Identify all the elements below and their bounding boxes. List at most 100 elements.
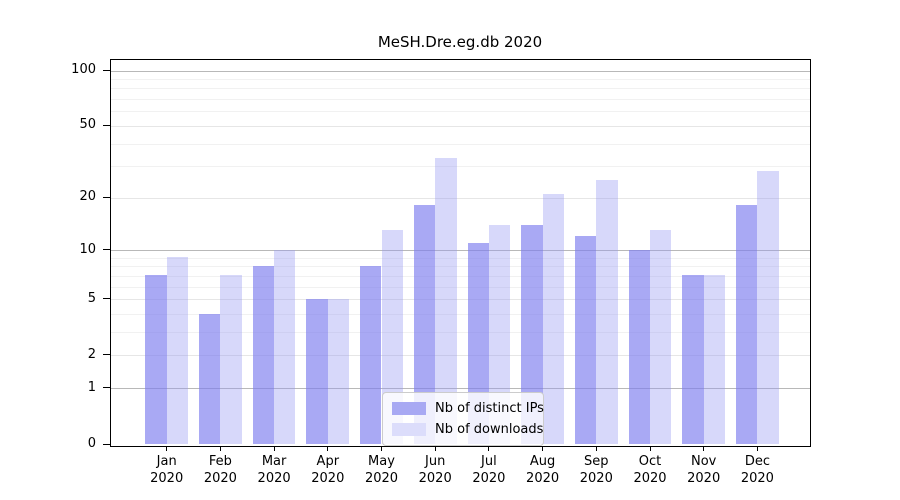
minor-gridline <box>111 275 810 277</box>
x-tick-label: Sep 2020 <box>556 453 636 487</box>
minor-gridline <box>111 266 810 268</box>
bar-downloads-dec <box>757 171 779 445</box>
x-tick-mark <box>273 446 275 451</box>
y-tick-label: 2 <box>87 346 96 362</box>
minor-gridline <box>111 143 810 145</box>
y-tick-label: 100 <box>71 62 96 77</box>
legend-label-distinct-ips: Nb of distinct IPs <box>435 401 544 416</box>
x-tick-mark <box>756 446 758 451</box>
legend-swatch-downloads <box>392 423 426 436</box>
major-gridline <box>111 70 810 72</box>
x-tick-mark <box>327 446 329 451</box>
bar-downloads-jun <box>435 158 457 445</box>
bar-downloads-feb <box>220 275 242 445</box>
x-label-month: Dec <box>744 454 770 469</box>
bar-distinct-ips-aug <box>521 224 543 445</box>
major-gridline <box>111 197 810 199</box>
x-tick-mark <box>542 446 544 451</box>
major-gridline <box>111 299 810 301</box>
x-label-month: Mar <box>261 454 287 469</box>
minor-gridline <box>111 78 810 80</box>
bar-downloads-aug <box>542 193 564 445</box>
minor-gridline <box>111 332 810 334</box>
bar-distinct-ips-dec <box>736 205 758 445</box>
bar-distinct-ips-nov <box>682 275 704 445</box>
minor-gridline <box>111 99 810 101</box>
bar-downloads-apr <box>327 298 350 445</box>
x-tick-label: Dec 2020 <box>717 453 797 487</box>
bar-downloads-may <box>381 230 403 445</box>
minor-gridline <box>111 111 810 113</box>
x-tick-label: Jun 2020 <box>395 453 475 487</box>
y-tick-mark <box>103 124 110 126</box>
x-label-year: 2020 <box>203 471 237 486</box>
x-label-year: 2020 <box>579 471 613 486</box>
x-tick-mark <box>166 446 168 451</box>
y-tick-label: 20 <box>79 189 96 205</box>
bar-downloads-jul <box>488 224 511 445</box>
x-tick-mark <box>488 446 490 451</box>
x-label-month: Jan <box>156 454 177 469</box>
minor-gridline <box>111 257 810 259</box>
x-tick-mark <box>595 446 597 451</box>
x-tick-label: Feb 2020 <box>180 453 260 487</box>
x-tick-label: Mar 2020 <box>234 453 314 487</box>
minor-gridline <box>111 314 810 316</box>
bar-distinct-ips-sep <box>574 236 597 445</box>
x-label-month: Aug <box>529 454 556 469</box>
legend-swatch-distinct-ips <box>392 402 426 415</box>
x-tick-label: Jul 2020 <box>449 453 529 487</box>
y-tick-mark <box>103 196 110 198</box>
y-tick-label: 1 <box>87 379 96 395</box>
y-tick-label: 0 <box>87 436 96 451</box>
x-label-month: Feb <box>208 454 232 469</box>
y-tick-label: 5 <box>87 290 96 306</box>
x-label-year: 2020 <box>311 471 345 486</box>
x-label-year: 2020 <box>418 471 452 486</box>
minor-gridline <box>111 166 810 168</box>
bar-distinct-ips-apr <box>306 298 328 445</box>
y-tick-mark <box>103 443 110 445</box>
y-tick-mark <box>103 249 110 251</box>
y-tick-label: 50 <box>79 117 96 133</box>
bar-downloads-oct <box>650 230 672 445</box>
bar-downloads-mar <box>274 249 296 445</box>
bar-distinct-ips-feb <box>199 313 221 445</box>
x-tick-mark <box>703 446 705 451</box>
major-gridline <box>111 125 810 127</box>
bar-distinct-ips-may <box>360 265 382 445</box>
x-tick-mark <box>434 446 436 451</box>
x-label-month: Jul <box>481 454 497 469</box>
x-tick-mark <box>381 446 382 451</box>
minor-gridline <box>111 286 810 288</box>
y-tick-mark <box>103 69 110 71</box>
x-label-month: Sep <box>584 454 609 469</box>
legend-label-downloads: Nb of downloads <box>435 422 544 437</box>
x-label-year: 2020 <box>633 471 667 486</box>
plot-area <box>110 59 811 447</box>
bar-downloads-sep <box>596 179 618 445</box>
x-label-month: May <box>368 454 395 469</box>
bar-distinct-ips-jan <box>145 275 167 445</box>
x-tick-label: Oct 2020 <box>610 453 690 487</box>
x-tick-label: Aug 2020 <box>503 453 583 487</box>
x-label-month: Oct <box>638 454 662 469</box>
x-tick-mark <box>649 446 651 451</box>
x-tick-label: Apr 2020 <box>288 453 368 487</box>
legend-entry-distinct-ips: Nb of distinct IPs <box>392 400 544 417</box>
y-tick-mark <box>103 387 110 389</box>
x-label-year: 2020 <box>472 471 506 486</box>
minor-gridline <box>111 88 810 90</box>
x-tick-mark <box>219 446 221 451</box>
x-label-month: Nov <box>691 454 717 469</box>
y-tick-label: 10 <box>79 241 96 257</box>
x-tick-label: May 2020 <box>342 453 422 487</box>
y-tick-mark <box>103 354 110 356</box>
bar-distinct-ips-jun <box>413 205 436 445</box>
x-label-year: 2020 <box>526 471 560 486</box>
x-label-year: 2020 <box>364 471 399 486</box>
legend-entry-downloads: Nb of downloads <box>392 421 543 438</box>
x-tick-label: Nov 2020 <box>664 453 744 487</box>
bar-downloads-jan <box>166 257 189 445</box>
